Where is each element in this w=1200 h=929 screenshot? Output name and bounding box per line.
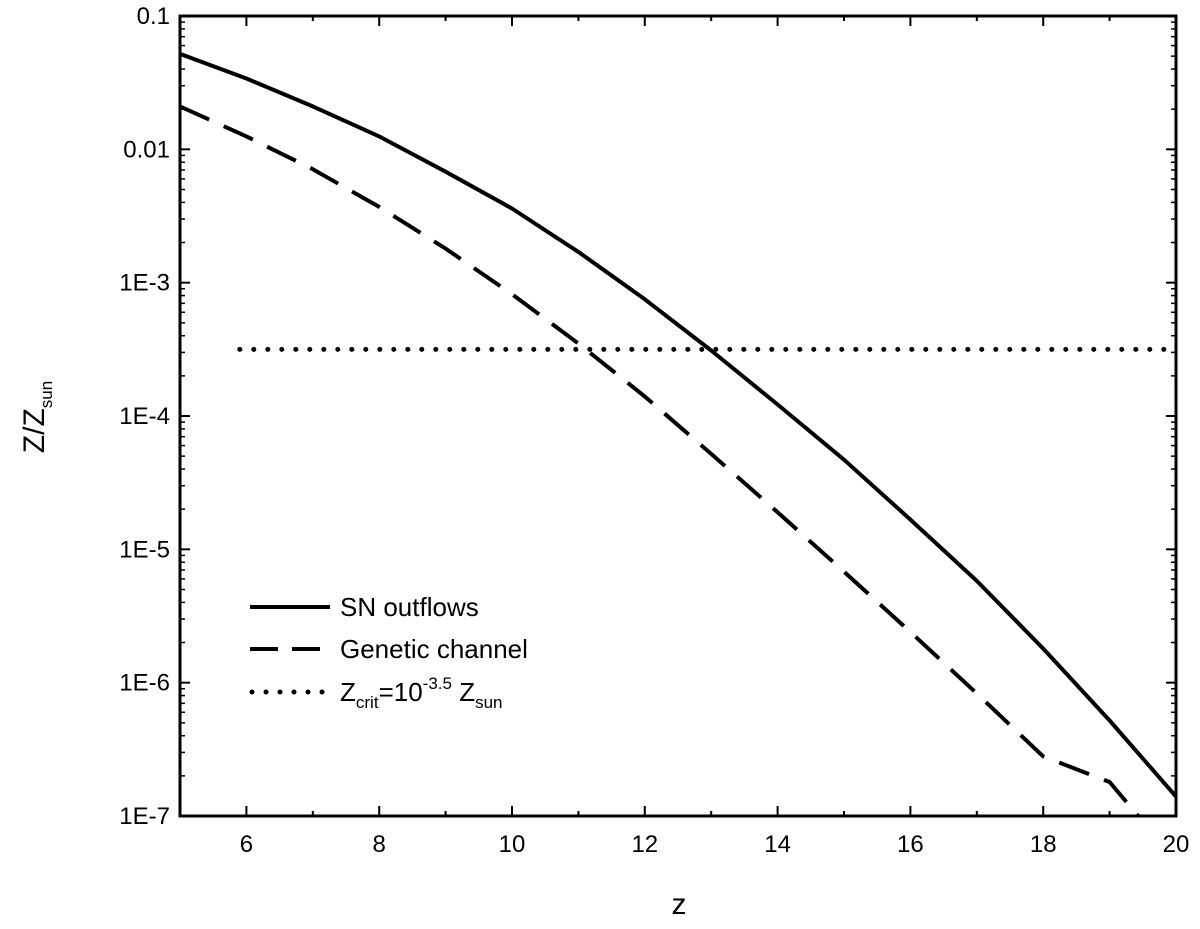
- x-tick-label: 12: [631, 831, 658, 858]
- legend-zcrit-z: Z: [340, 677, 356, 707]
- legend-label-sn-outflows: SN outflows: [340, 592, 479, 622]
- y-tick-label: 1E-4: [119, 403, 170, 430]
- y-tick-label: 1E-7: [119, 803, 170, 830]
- x-tick-label: 14: [764, 831, 791, 858]
- x-axis-title: z: [672, 888, 687, 921]
- x-tick-label: 16: [897, 831, 924, 858]
- y-tick-label: 0.01: [123, 136, 170, 163]
- series-layer: [180, 52, 1176, 816]
- x-tick-label: 20: [1163, 831, 1190, 858]
- legend-zcrit-sup: -3.5: [423, 674, 452, 693]
- y-axis-title-main: Z/Z: [18, 408, 51, 453]
- legend: SN outflows Genetic channel Zcrit=10-3.5…: [249, 592, 528, 712]
- ticks-layer: 6 8 10 12 14 16 18 20 0.1 0.01 1E-3 1E-4 1E-5 1E-6 1E-…: [119, 3, 1189, 858]
- legend-label-genetic-channel: Genetic channel: [340, 634, 528, 664]
- legend-zcrit-tail: Z: [452, 677, 475, 707]
- y-axis-title-sub: sun: [37, 381, 56, 408]
- legend-zcrit-sub2: sun: [475, 693, 502, 712]
- series-line-dashed: [180, 104, 1140, 816]
- y-axis-title: Z/Zsun: [18, 381, 56, 453]
- legend-label-zcrit: Zcrit=10-3.5 Zsun: [340, 674, 503, 712]
- y-tick-label: 0.1: [137, 3, 170, 30]
- x-tick-label: 6: [240, 831, 253, 858]
- x-tick-label: 18: [1030, 831, 1057, 858]
- legend-zcrit-sub: crit: [356, 693, 379, 712]
- x-tick-label: 10: [499, 831, 526, 858]
- y-tick-label: 1E-5: [119, 536, 170, 563]
- series-line-solid: [180, 52, 1176, 798]
- y-tick-label: 1E-3: [119, 270, 170, 297]
- legend-zcrit-mid: =10: [379, 677, 423, 707]
- x-tick-label: 8: [373, 831, 386, 858]
- y-tick-label: 1E-6: [119, 670, 170, 697]
- plot-frame: [178, 14, 1178, 818]
